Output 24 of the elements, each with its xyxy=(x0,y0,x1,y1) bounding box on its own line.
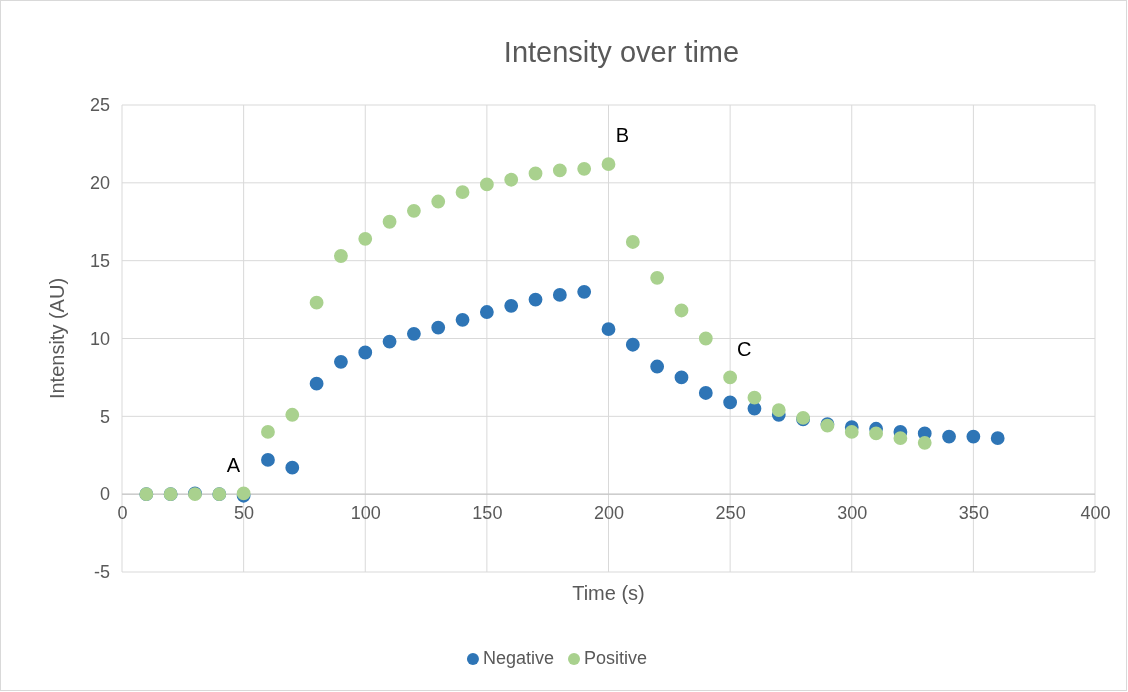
x-tick-label: 150 xyxy=(472,502,503,523)
x-axis-title: Time (s) xyxy=(572,582,645,604)
chart-title: Intensity over time xyxy=(503,36,740,68)
y-tick-label: 5 xyxy=(99,406,110,427)
y-tick-label: 10 xyxy=(89,328,110,349)
annotation: A xyxy=(226,454,241,477)
x-tick-label: 200 xyxy=(593,502,625,523)
x-tick-label: 0 xyxy=(117,502,128,523)
annotation: C xyxy=(736,337,752,360)
y-axis-title: Intensity (AU) xyxy=(46,277,68,400)
legend-label: Positive xyxy=(584,647,648,668)
x-tick-label: 300 xyxy=(837,502,868,523)
x-tick-label: 100 xyxy=(350,502,381,523)
y-tick-label: 0 xyxy=(99,484,110,505)
y-tick-label: 20 xyxy=(89,173,110,194)
x-tick-label: 50 xyxy=(234,502,255,523)
y-tick-label: 15 xyxy=(89,250,110,271)
annotation: B xyxy=(615,124,630,147)
x-tick-label: 400 xyxy=(1080,502,1111,523)
x-tick-label: 350 xyxy=(958,502,989,523)
y-tick-label: -5 xyxy=(93,562,110,583)
x-tick-label: 250 xyxy=(715,502,746,523)
legend-label: Negative xyxy=(482,647,555,668)
y-tick-label: 25 xyxy=(89,95,110,116)
